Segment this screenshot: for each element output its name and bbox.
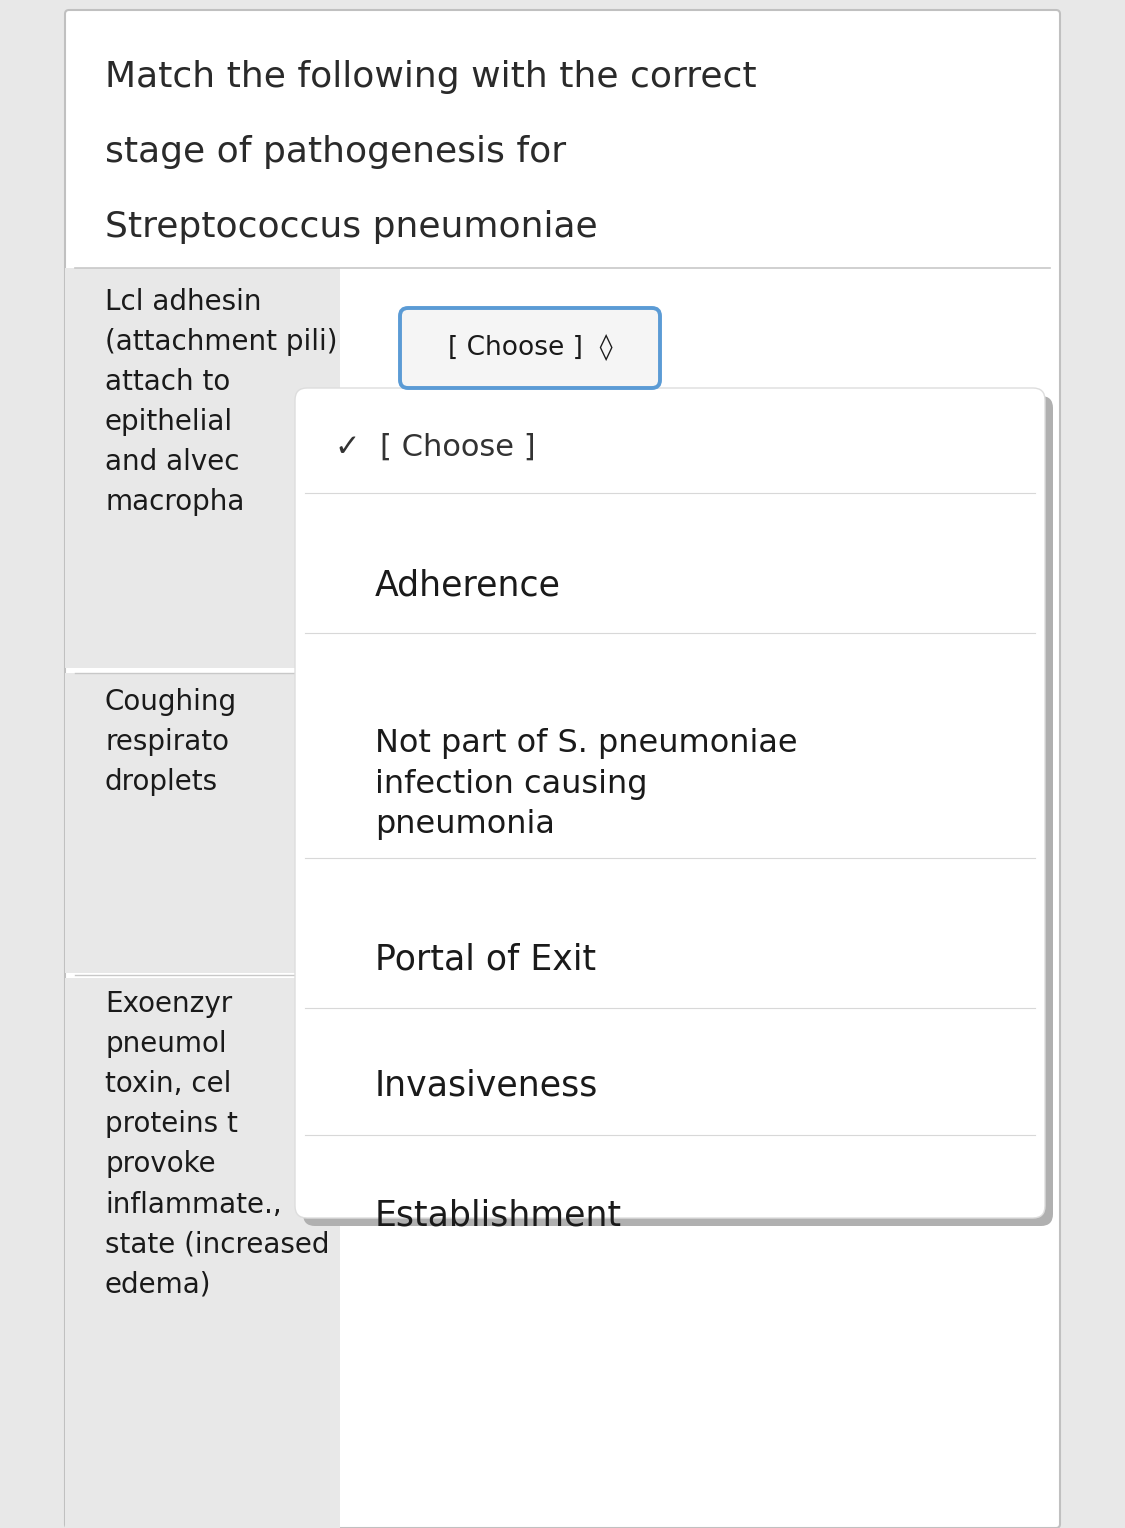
Bar	[65, 672, 340, 973]
Text: Establishment: Establishment	[375, 1198, 622, 1232]
Text: Coughing
respirato
droplets: Coughing respirato droplets	[105, 688, 237, 796]
FancyBboxPatch shape	[303, 396, 1053, 1225]
FancyBboxPatch shape	[65, 11, 1060, 1528]
Text: Not part of S. pneumoniae
infection causing
pneumonia: Not part of S. pneumoniae infection caus…	[375, 727, 798, 840]
Text: Lcl adhesin
(attachment pili)
attach to
epithelial
and alvec
macropha: Lcl adhesin (attachment pili) attach to …	[105, 287, 338, 516]
Text: Invasiveness: Invasiveness	[375, 1068, 598, 1102]
Text: Match the following with the correct: Match the following with the correct	[105, 60, 757, 95]
Text: Portal of Exit: Portal of Exit	[375, 943, 596, 976]
Bar	[65, 267, 340, 668]
Text: stage of pathogenesis for: stage of pathogenesis for	[105, 134, 566, 170]
Text: [ Choose ]  ◊: [ Choose ] ◊	[448, 335, 612, 362]
Text: Adherence: Adherence	[375, 568, 561, 602]
FancyBboxPatch shape	[295, 388, 1045, 1218]
FancyBboxPatch shape	[400, 309, 660, 388]
Text: Exoenzyr
pneumol
toxin, cel
proteins t
provoke
inflammate.,
state (increased
ede: Exoenzyr pneumol toxin, cel proteins t p…	[105, 990, 330, 1299]
Text: ✓  [ Choose ]: ✓ [ Choose ]	[335, 432, 536, 461]
Text: Streptococcus pneumoniae: Streptococcus pneumoniae	[105, 209, 597, 244]
Bar	[65, 978, 340, 1528]
